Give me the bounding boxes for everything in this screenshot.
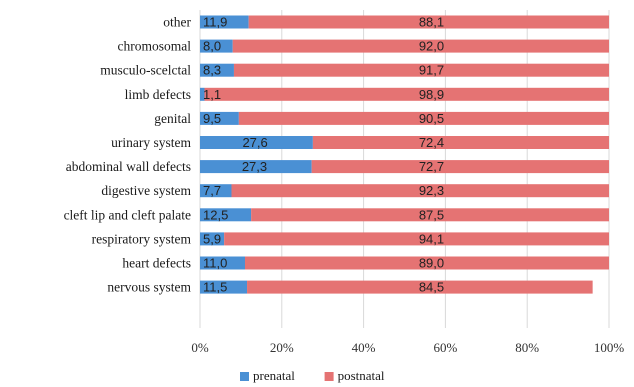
bar-postnatal [231, 184, 610, 198]
value-label-prenatal: 5,9 [203, 231, 221, 246]
value-label-postnatal: 72,4 [419, 135, 444, 150]
value-label-postnatal: 88,1 [419, 15, 444, 30]
bar-prenatal [200, 184, 232, 198]
bar-prenatal [200, 280, 248, 294]
x-tick-label: 20% [270, 340, 294, 355]
bar-postnatal [248, 15, 609, 29]
bar-prenatal [200, 232, 225, 246]
value-label-postnatal: 91,7 [419, 63, 444, 78]
bar-postnatal [311, 160, 609, 174]
value-label-postnatal: 94,1 [419, 231, 444, 246]
category-label: cleft lip and cleft palate [64, 207, 191, 222]
value-label-prenatal: 8,0 [203, 39, 221, 54]
legend: prenatal postnatal [240, 368, 385, 383]
value-label-postnatal: 89,0 [419, 256, 444, 271]
category-label: chromosomal [118, 39, 192, 54]
value-label-prenatal: 8,3 [203, 63, 221, 78]
bar-postnatal [247, 280, 593, 294]
category-label: heart defects [122, 256, 191, 271]
category-label: genital [154, 111, 191, 126]
value-label-prenatal: 11,5 [203, 280, 227, 295]
bar-prenatal [200, 111, 239, 125]
category-label: abdominal wall defects [66, 159, 191, 174]
bar-prenatal [200, 160, 312, 174]
bar-postnatal [233, 63, 609, 77]
legend-label-prenatal: prenatal [253, 368, 295, 383]
category-labels: other chromosomal musculo-scelctal limb def… [64, 15, 192, 295]
x-tick-label: 80% [515, 340, 539, 355]
bar-postnatal [232, 39, 609, 53]
bar-postnatal [238, 111, 610, 125]
value-label-prenatal: 9,5 [203, 111, 221, 126]
bar-prenatal [200, 15, 249, 29]
value-label-prenatal: 11,0 [203, 256, 227, 271]
bar-postnatal [251, 208, 609, 222]
value-label-postnatal: 98,9 [419, 87, 444, 102]
x-tick-label: 40% [352, 340, 376, 355]
bar-prenatal [200, 87, 205, 101]
legend-swatch-postnatal [324, 372, 334, 381]
value-label-postnatal: 92,3 [419, 183, 444, 198]
category-label: musculo-scelctal [100, 63, 191, 78]
bar-postnatal [312, 136, 609, 149]
bar-postnatal [224, 232, 610, 246]
legend-swatch-prenatal [240, 372, 249, 381]
x-tick-label: 100% [594, 340, 625, 355]
category-label: urinary system [111, 135, 191, 150]
category-label: limb defects [125, 87, 191, 102]
value-label-postnatal: 92,0 [419, 39, 444, 54]
value-label-prenatal: 12,5 [203, 207, 228, 222]
value-label-postnatal: 87,5 [419, 207, 444, 222]
value-label-prenatal: 7,7 [203, 183, 221, 198]
x-tick-labels: 0% 20% 40% 60% 80% 100% [191, 340, 624, 355]
bar-prenatal [200, 136, 313, 149]
legend-label-postnatal: postnatal [338, 368, 385, 383]
bar-prenatal [200, 208, 252, 222]
value-label-postnatal: 84,5 [419, 280, 444, 295]
value-label-prenatal: 27,3 [242, 159, 267, 174]
value-label-prenatal: 1,1 [203, 87, 221, 102]
bar-prenatal [200, 39, 233, 53]
category-label: respiratory system [92, 231, 192, 246]
bar-postnatal [204, 87, 609, 101]
x-tick-label: 60% [433, 340, 457, 355]
value-label-prenatal: 27,6 [242, 135, 267, 150]
value-label-postnatal: 72,7 [419, 159, 444, 174]
bars: 11,9 88,1 8,0 92,0 8,3 91,7 1,1 98,9 9,5 90,5 27,6… [200, 15, 610, 295]
value-label-postnatal: 90,5 [419, 111, 444, 126]
x-tick-label: 0% [191, 340, 209, 355]
category-label: other [163, 15, 191, 30]
category-label: digestive system [101, 183, 191, 198]
bar-prenatal [200, 63, 234, 77]
value-label-prenatal: 11,9 [203, 15, 227, 30]
bar-prenatal [200, 256, 245, 270]
category-label: nervous system [107, 280, 191, 295]
bar-postnatal [244, 256, 610, 270]
